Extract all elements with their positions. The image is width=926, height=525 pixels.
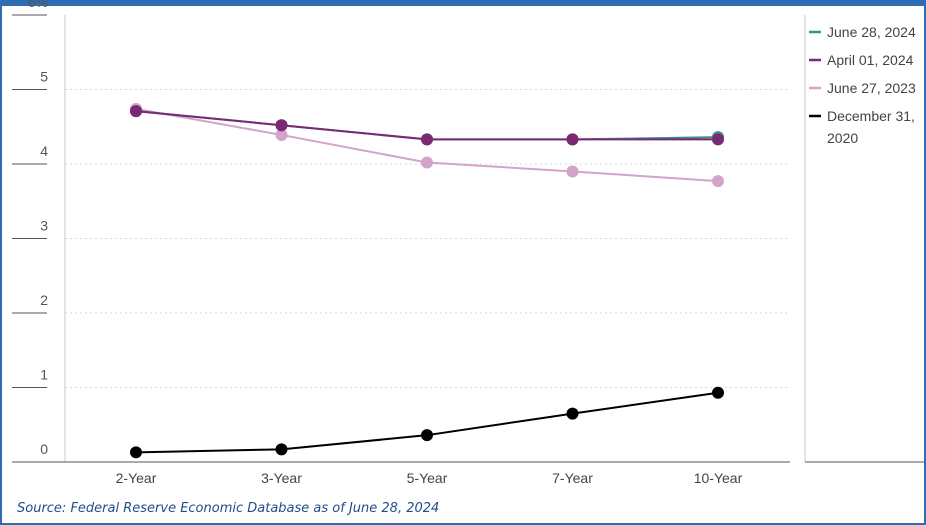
x-tick-label: 7-Year <box>552 470 593 486</box>
series <box>130 386 724 459</box>
legend-item: December 31, 2020 <box>809 108 915 146</box>
x-tick-label: 3-Year <box>261 470 302 486</box>
data-point <box>712 386 724 399</box>
data-point <box>566 407 579 420</box>
y-tick-label: 5 <box>40 69 48 85</box>
y-tick-label: 2 <box>40 292 48 308</box>
data-point <box>712 133 724 146</box>
grid-lines <box>65 89 790 388</box>
y-axis: 0 1 2 3 4 5 6% <box>12 0 66 463</box>
data-point <box>421 156 433 169</box>
source-note: Source: Federal Reserve Economic Databas… <box>17 501 440 516</box>
series-line <box>135 391 719 454</box>
data-point <box>130 446 142 459</box>
x-tick-label: 5-Year <box>407 470 448 486</box>
data-point <box>275 119 288 132</box>
series <box>130 102 724 188</box>
top-accent-bar <box>0 0 926 6</box>
legend-label: April 01, 2024 <box>827 52 914 68</box>
data-point <box>421 133 433 146</box>
yield-curve-chart: 0 1 2 3 4 5 6% 2-Year 3-Year 5-Year 7-Year 10-Year… <box>12 0 924 486</box>
y-tick-label: 4 <box>40 143 48 159</box>
legend-item: June 27, 2023 <box>809 80 916 96</box>
data-point <box>275 443 288 456</box>
legend-label: 2020 <box>827 130 858 146</box>
series <box>130 105 724 146</box>
x-tick-label: 10-Year <box>694 470 743 486</box>
data-point <box>130 105 142 118</box>
legend-label: June 28, 2024 <box>827 24 916 40</box>
y-tick-label: 1 <box>40 367 48 383</box>
y-tick-label: 3 <box>40 218 48 234</box>
legend-label: December 31, <box>827 108 915 124</box>
x-tick-label: 2-Year <box>116 470 157 486</box>
legend-item: June 28, 2024 <box>809 24 916 40</box>
data-point <box>566 165 579 178</box>
data-point <box>275 128 288 141</box>
data-point <box>566 133 579 146</box>
series-group <box>130 102 724 459</box>
legend: June 28, 2024 April 01, 2024 June 27, 2023… <box>804 15 924 463</box>
x-axis: 2-Year 3-Year 5-Year 7-Year 10-Year <box>12 461 790 486</box>
y-tick-label: 0 <box>40 441 48 457</box>
legend-label: June 27, 2023 <box>827 80 916 96</box>
data-point <box>421 429 433 442</box>
y-tick-label: 6% <box>28 0 48 10</box>
legend-item: April 01, 2024 <box>809 52 914 68</box>
data-point <box>712 175 724 188</box>
